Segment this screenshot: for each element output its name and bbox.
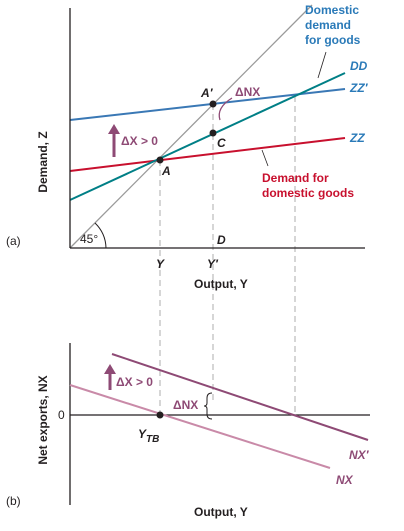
angle-label-45: 45° bbox=[80, 232, 98, 246]
point-a-prime bbox=[209, 100, 217, 108]
y-axis-label-b: Net exports, NX bbox=[36, 375, 50, 464]
x-axis-label-b: Output, Y bbox=[194, 505, 248, 519]
point-label-ytb-sub: TB bbox=[146, 434, 159, 445]
tick-label-y-prime: Y′ bbox=[207, 257, 219, 271]
line-45-degree bbox=[69, 4, 313, 249]
delta-nx-label-b: ΔNX bbox=[173, 398, 198, 412]
point-label-a: A bbox=[161, 164, 171, 178]
curve-label-nx-prime: NX′ bbox=[349, 448, 370, 462]
delta-nx-brace-b bbox=[203, 392, 213, 420]
tick-label-y: Y bbox=[156, 257, 165, 271]
curve-label-zz: ZZ bbox=[349, 131, 365, 145]
point-label-d: D bbox=[217, 233, 226, 247]
angle-45-arc bbox=[94, 222, 107, 249]
domestic-demand-label-3: for goods bbox=[305, 33, 361, 47]
delta-x-arrowhead-a bbox=[108, 124, 120, 134]
delta-nx-label-a: ΔNX bbox=[235, 85, 260, 99]
panel-label-a: (a) bbox=[6, 234, 21, 248]
zz-label-1: Demand for bbox=[262, 171, 329, 185]
delta-x-label-a: ΔX > 0 bbox=[121, 134, 158, 148]
line-dd bbox=[69, 72, 346, 201]
point-a bbox=[156, 156, 164, 164]
delta-nx-arrow-a bbox=[218, 97, 233, 121]
domestic-demand-label-2: demand bbox=[305, 18, 351, 32]
curve-label-nx: NX bbox=[336, 473, 354, 487]
pointer-domestic-demand bbox=[317, 51, 327, 79]
delta-x-arrowhead-b bbox=[104, 364, 116, 374]
x-axis-label-a: Output, Y bbox=[194, 277, 248, 291]
zero-label-b: 0 bbox=[58, 408, 65, 422]
point-label-ytb: YTB bbox=[138, 427, 159, 445]
point-label-c: C bbox=[217, 136, 226, 150]
point-label-a-prime: A′ bbox=[200, 86, 214, 100]
point-ytb bbox=[156, 411, 164, 419]
y-axis-label-a: Demand, Z bbox=[36, 131, 50, 192]
pointer-zz-label bbox=[261, 149, 269, 167]
line-nx-prime bbox=[111, 353, 369, 441]
point-c bbox=[209, 129, 217, 137]
domestic-demand-label-1: Domestic bbox=[305, 3, 359, 17]
panel-b: ΔX > 0 ΔNX 0 YTB NX′ NX (b) Output, Y Ne… bbox=[6, 343, 370, 519]
panel-label-b: (b) bbox=[6, 494, 21, 508]
curve-label-dd: DD bbox=[350, 59, 368, 73]
curve-label-zz-prime: ZZ′ bbox=[349, 81, 369, 95]
line-zz bbox=[69, 137, 346, 172]
line-nx bbox=[69, 384, 331, 469]
zz-label-2: domestic goods bbox=[262, 186, 354, 200]
delta-x-label-b: ΔX > 0 bbox=[116, 375, 153, 389]
panel-a: ΔX > 0 Domestic demand for goods DD ZZ′ … bbox=[6, 3, 369, 418]
